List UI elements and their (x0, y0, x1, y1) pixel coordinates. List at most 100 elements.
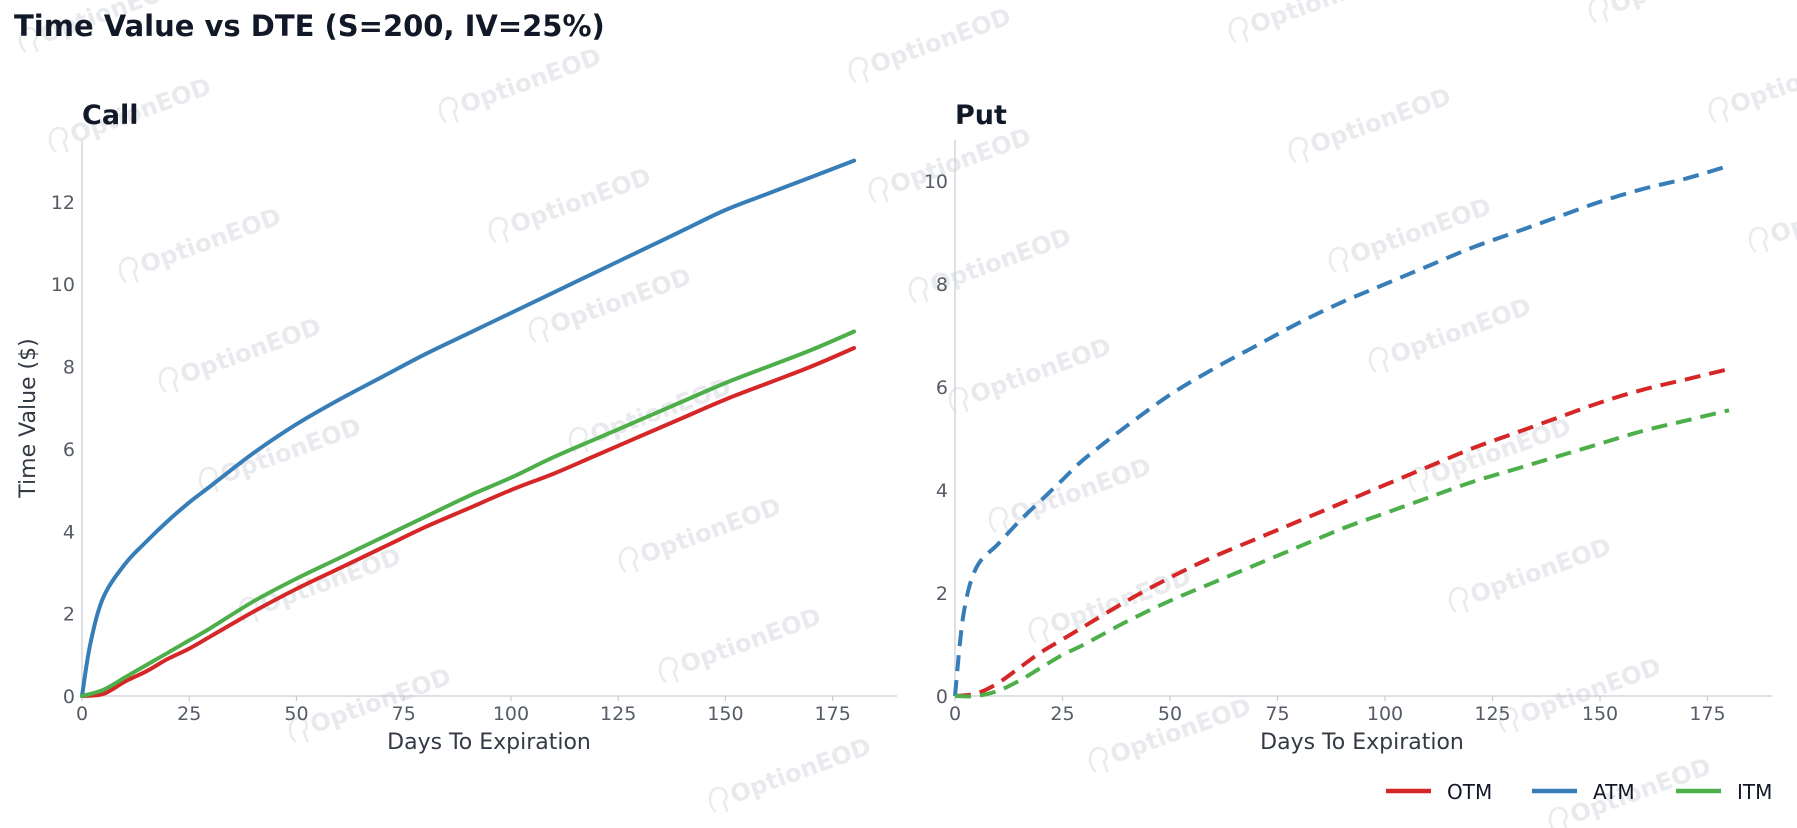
watermark-logo-icon (1028, 616, 1049, 644)
watermark-15: OptionEOD (948, 332, 1115, 414)
watermark-3: OptionEOD (1588, 0, 1755, 24)
watermark-logo-icon (568, 426, 589, 454)
watermark-9: OptionEOD (118, 202, 285, 284)
put-x-axis-label: Days To Expiration (1260, 730, 1464, 755)
watermark-logo-icon (488, 216, 509, 244)
watermark-layer: OptionEOD OptionEOD OptionEOD OptionEOD Opti… (18, 0, 1797, 828)
watermark-text: OptionEOD (256, 542, 404, 619)
watermark-logo-icon (18, 26, 39, 54)
watermark-text: OptionEOD (1386, 292, 1534, 369)
watermark-text: OptionEOD (1466, 532, 1614, 609)
watermark-25: OptionEOD (658, 602, 825, 684)
watermark-text: OptionEOD (966, 332, 1114, 409)
call-y-tick-label: 4 (63, 521, 75, 543)
watermark-logo-icon (1088, 746, 1109, 774)
put-x-tick-label: 150 (1582, 703, 1618, 725)
call-x-tick-label: 75 (392, 703, 416, 725)
call-y-tick-label: 10 (51, 274, 75, 296)
put-y-tick-label: 8 (936, 274, 948, 296)
watermark-logo-icon (658, 656, 679, 684)
watermark-text: OptionEOD (1426, 412, 1574, 489)
watermark-text: OptionEOD (1306, 82, 1454, 159)
watermark-18: OptionEOD (198, 412, 365, 494)
watermark-13: OptionEOD (1748, 172, 1797, 254)
watermark-0: OptionEOD (848, 2, 1015, 84)
watermark-logo-icon (118, 256, 139, 284)
call-y-tick-label: 12 (51, 192, 75, 214)
put-series-itm-line (954, 408, 1730, 699)
watermark-logo-icon (1748, 226, 1769, 254)
watermark-logo-icon (948, 386, 969, 414)
watermark-logo-icon (1708, 96, 1729, 124)
call-x-tick-label: 175 (815, 703, 851, 725)
watermark-23: OptionEOD (1028, 562, 1195, 644)
watermark-7: OptionEOD (1288, 82, 1455, 164)
legend: OTM ATM ITM (1386, 780, 1772, 804)
call-x-axis-label: Days To Expiration (387, 730, 591, 755)
watermark-logo-icon (1588, 0, 1609, 24)
watermark-logo-icon (848, 56, 869, 84)
watermark-24: OptionEOD (1448, 532, 1615, 614)
watermark-2: OptionEOD (1228, 0, 1395, 44)
put-y-tick-label: 2 (936, 583, 948, 605)
call-y-axis-label: Time Value ($) (16, 338, 41, 498)
watermark-6: OptionEOD (488, 162, 655, 244)
put-series-atm-line (953, 163, 1730, 697)
put-x-tick-label: 0 (949, 703, 961, 725)
call-x-tick-label: 0 (76, 703, 88, 725)
watermark-text: OptionEOD (546, 262, 694, 339)
put-y-tick-label: 6 (936, 377, 948, 399)
watermark-16: OptionEOD (1368, 292, 1535, 374)
call-x-tick-label: 50 (284, 703, 308, 725)
watermark-text: OptionEOD (1606, 0, 1754, 19)
watermark-10: OptionEOD (908, 222, 1075, 304)
watermark-1: OptionEOD (438, 42, 605, 124)
call-x-tick-label: 25 (177, 703, 201, 725)
put-x-tick-label: 100 (1367, 703, 1403, 725)
watermark-text: OptionEOD (676, 602, 824, 679)
call-series-atm-line (80, 158, 857, 698)
watermark-text: OptionEOD (136, 202, 284, 279)
watermark-logo-icon (708, 786, 729, 814)
watermark-text: OptionEOD (456, 42, 604, 119)
watermark-logo-icon (1548, 806, 1569, 828)
call-x-tick-label: 100 (493, 703, 529, 725)
watermark-text: OptionEOD (216, 412, 364, 489)
watermark-8: OptionEOD (1708, 42, 1797, 124)
watermark-logo-icon (288, 716, 309, 744)
watermark-19: OptionEOD (988, 452, 1155, 534)
call-x-tick-label: 150 (707, 703, 743, 725)
watermark-logo-icon (158, 366, 179, 394)
call-y-tick-label: 0 (63, 686, 75, 708)
call-series-otm-line (80, 346, 857, 698)
put-x-tick-label: 25 (1050, 703, 1074, 725)
watermark-21: OptionEOD (618, 492, 785, 574)
watermark-logo-icon (908, 276, 929, 304)
watermark-14: OptionEOD (158, 312, 325, 394)
watermark-logo-icon (1368, 346, 1389, 374)
put-y-tick-label: 4 (936, 480, 948, 502)
watermark-text: OptionEOD (1346, 192, 1494, 269)
watermark-logo-icon (1408, 466, 1429, 494)
watermark-logo-icon (1228, 16, 1249, 44)
put-x-tick-label: 125 (1474, 703, 1510, 725)
watermark-text: OptionEOD (1246, 0, 1394, 39)
watermark-28: OptionEOD (1498, 652, 1665, 734)
watermark-text: OptionEOD (886, 122, 1034, 199)
call-series-itm-line (80, 329, 857, 698)
watermark-text: OptionEOD (176, 312, 324, 389)
watermark-logo-icon (438, 96, 459, 124)
watermark-text: OptionEOD (636, 492, 784, 569)
legend-label-itm: ITM (1737, 780, 1772, 804)
call-panel: Call Days To Expiration Time Value ($) 0… (16, 100, 897, 755)
put-x-tick-label: 175 (1689, 703, 1725, 725)
watermark-logo-icon (1498, 706, 1519, 734)
watermark-29: OptionEOD (708, 732, 875, 814)
watermark-logo-icon (1328, 246, 1349, 274)
call-y-tick-label: 8 (63, 357, 75, 379)
watermark-11: OptionEOD (1328, 192, 1495, 274)
chart-title: Time Value vs DTE (S=200, IV=25%) (14, 9, 605, 43)
put-x-tick-label: 50 (1158, 703, 1182, 725)
legend-label-atm: ATM (1593, 780, 1635, 804)
watermark-12: OptionEOD (528, 262, 695, 344)
